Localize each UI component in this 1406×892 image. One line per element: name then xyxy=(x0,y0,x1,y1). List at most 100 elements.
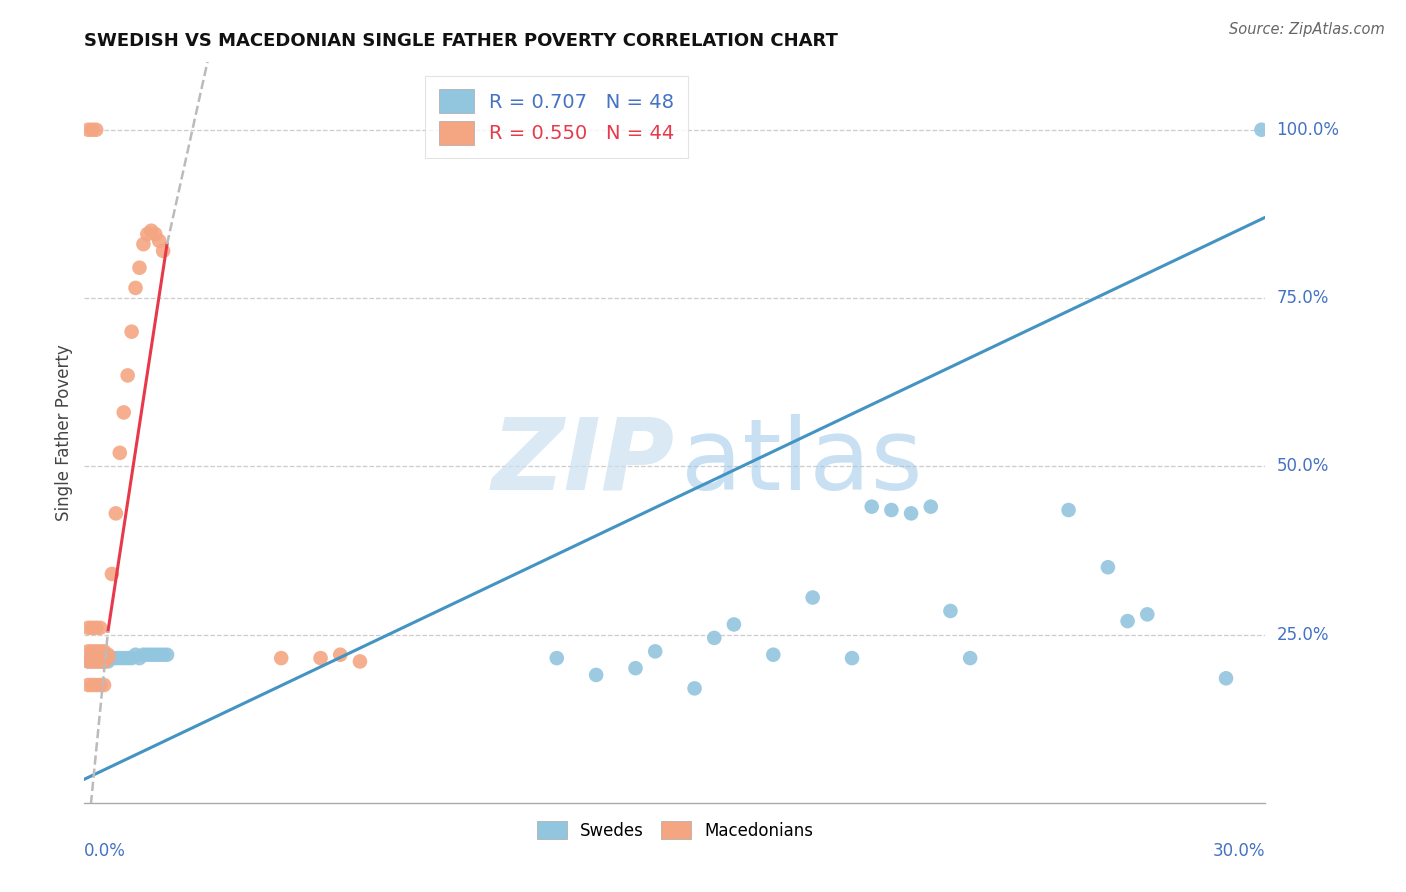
Point xyxy=(93,648,115,662)
Point xyxy=(920,500,942,514)
Point xyxy=(585,668,607,682)
Point xyxy=(124,648,146,662)
Point xyxy=(108,446,131,460)
Point xyxy=(84,655,107,669)
Point xyxy=(82,644,104,658)
Text: 50.0%: 50.0% xyxy=(1277,458,1329,475)
Point xyxy=(1116,614,1139,628)
Point xyxy=(77,122,100,136)
Point xyxy=(77,655,100,669)
Y-axis label: Single Father Poverty: Single Father Poverty xyxy=(55,344,73,521)
Point xyxy=(82,655,104,669)
Text: SWEDISH VS MACEDONIAN SINGLE FATHER POVERTY CORRELATION CHART: SWEDISH VS MACEDONIAN SINGLE FATHER POVE… xyxy=(84,32,838,50)
Point xyxy=(89,651,111,665)
Text: ZIP: ZIP xyxy=(492,414,675,511)
Point xyxy=(82,678,104,692)
Point xyxy=(136,227,159,241)
Point xyxy=(1057,503,1080,517)
Point xyxy=(89,621,111,635)
Point xyxy=(801,591,824,605)
Point xyxy=(136,648,159,662)
Point xyxy=(762,648,785,662)
Point xyxy=(84,122,107,136)
Point xyxy=(93,651,115,665)
Point xyxy=(152,648,174,662)
Point xyxy=(93,655,115,669)
Point xyxy=(141,648,163,662)
Point xyxy=(148,648,170,662)
Point xyxy=(1250,122,1272,136)
Text: atlas: atlas xyxy=(681,414,922,511)
Point xyxy=(89,644,111,658)
Point xyxy=(77,678,100,692)
Point xyxy=(841,651,863,665)
Point xyxy=(117,651,139,665)
Point xyxy=(132,237,155,252)
Point xyxy=(112,405,135,419)
Point xyxy=(1097,560,1119,574)
Point xyxy=(77,621,100,635)
Point xyxy=(97,651,120,665)
Point xyxy=(93,644,115,658)
Point xyxy=(1215,671,1237,685)
Point xyxy=(108,651,131,665)
Point xyxy=(89,678,111,692)
Point xyxy=(860,500,883,514)
Point xyxy=(97,648,120,662)
Point xyxy=(141,224,163,238)
Point xyxy=(101,566,124,581)
Point xyxy=(148,234,170,248)
Point xyxy=(82,655,104,669)
Point xyxy=(128,260,150,275)
Point xyxy=(84,621,107,635)
Point xyxy=(84,678,107,692)
Point xyxy=(82,621,104,635)
Point xyxy=(77,655,100,669)
Point xyxy=(124,281,146,295)
Point xyxy=(309,651,332,665)
Point xyxy=(1136,607,1159,622)
Point xyxy=(77,644,100,658)
Point xyxy=(703,631,725,645)
Point xyxy=(97,655,120,669)
Point xyxy=(89,655,111,669)
Text: 100.0%: 100.0% xyxy=(1277,120,1340,139)
Point xyxy=(104,507,127,521)
Text: 0.0%: 0.0% xyxy=(84,842,127,860)
Point xyxy=(93,655,115,669)
Point xyxy=(723,617,745,632)
Point xyxy=(156,648,179,662)
Text: 25.0%: 25.0% xyxy=(1277,625,1329,643)
Point xyxy=(117,368,139,383)
Point xyxy=(143,227,166,241)
Point xyxy=(104,651,127,665)
Point xyxy=(270,651,292,665)
Point xyxy=(143,648,166,662)
Point xyxy=(900,507,922,521)
Point xyxy=(939,604,962,618)
Point xyxy=(97,651,120,665)
Point xyxy=(546,651,568,665)
Point xyxy=(93,655,115,669)
Point xyxy=(121,651,143,665)
Point xyxy=(93,678,115,692)
Text: 75.0%: 75.0% xyxy=(1277,289,1329,307)
Point xyxy=(84,651,107,665)
Point xyxy=(82,122,104,136)
Text: Source: ZipAtlas.com: Source: ZipAtlas.com xyxy=(1229,22,1385,37)
Point xyxy=(683,681,706,696)
Point xyxy=(624,661,647,675)
Legend: Swedes, Macedonians: Swedes, Macedonians xyxy=(530,814,820,847)
Point xyxy=(84,644,107,658)
Point xyxy=(959,651,981,665)
Point xyxy=(329,648,352,662)
Point xyxy=(128,651,150,665)
Point xyxy=(82,648,104,662)
Text: 30.0%: 30.0% xyxy=(1213,842,1265,860)
Point xyxy=(349,655,371,669)
Point xyxy=(101,651,124,665)
Point xyxy=(89,655,111,669)
Point xyxy=(84,655,107,669)
Point xyxy=(112,651,135,665)
Point xyxy=(121,325,143,339)
